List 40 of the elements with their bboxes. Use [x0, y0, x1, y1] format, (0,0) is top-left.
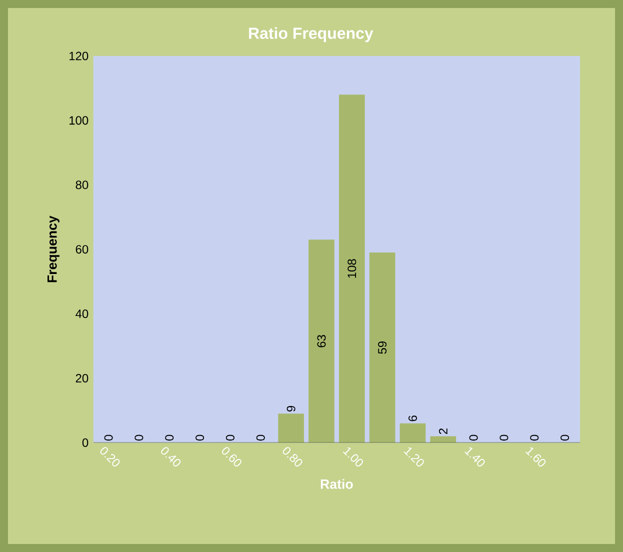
data-label: 0	[104, 434, 113, 441]
bar	[400, 423, 426, 443]
x-tick-label: 0.60	[222, 447, 242, 467]
data-label: 6	[408, 416, 417, 422]
y-tick-label: 40	[76, 310, 88, 318]
data-label: 0	[500, 434, 508, 441]
x-tick-label: 1.00	[342, 447, 364, 467]
y-axis-title: Frequency	[48, 216, 60, 282]
data-label: 63	[317, 335, 326, 348]
data-label: 9	[286, 406, 296, 412]
bar	[369, 252, 396, 443]
data-label: 0	[469, 434, 478, 441]
y-tick-label: 120	[70, 52, 88, 60]
y-tick-label: 100	[70, 116, 88, 125]
x-tick-label: 0.80	[282, 447, 302, 467]
x-tick-label: 1.20	[404, 447, 424, 467]
chart-title: Ratio Frequency	[249, 27, 374, 42]
data-label: 0	[226, 434, 234, 441]
data-label: 0	[256, 434, 265, 441]
bar	[338, 94, 365, 443]
x-tick-label: 1.60	[525, 447, 546, 467]
data-label: 2	[438, 428, 448, 434]
data-label: 108	[348, 259, 356, 278]
x-tick-label: 0.20	[100, 447, 120, 467]
y-tick-label: 60	[76, 245, 88, 254]
y-tick-label: 20	[76, 374, 88, 382]
bar	[430, 436, 456, 443]
data-label: 0	[134, 434, 144, 441]
data-label: 0	[165, 434, 174, 441]
bar	[308, 240, 334, 443]
x-tick-label: 0.40	[161, 447, 181, 467]
y-tick-label: 80	[76, 180, 88, 190]
x-tick-label: 1.40	[464, 447, 485, 467]
data-label: 0	[560, 434, 570, 441]
data-label: 0	[196, 434, 204, 441]
data-label: 59	[378, 342, 387, 354]
data-label: 0	[530, 434, 539, 441]
x-axis-title: Ratio	[320, 479, 353, 489]
bar	[278, 414, 304, 443]
y-tick-label: 0	[82, 438, 88, 447]
